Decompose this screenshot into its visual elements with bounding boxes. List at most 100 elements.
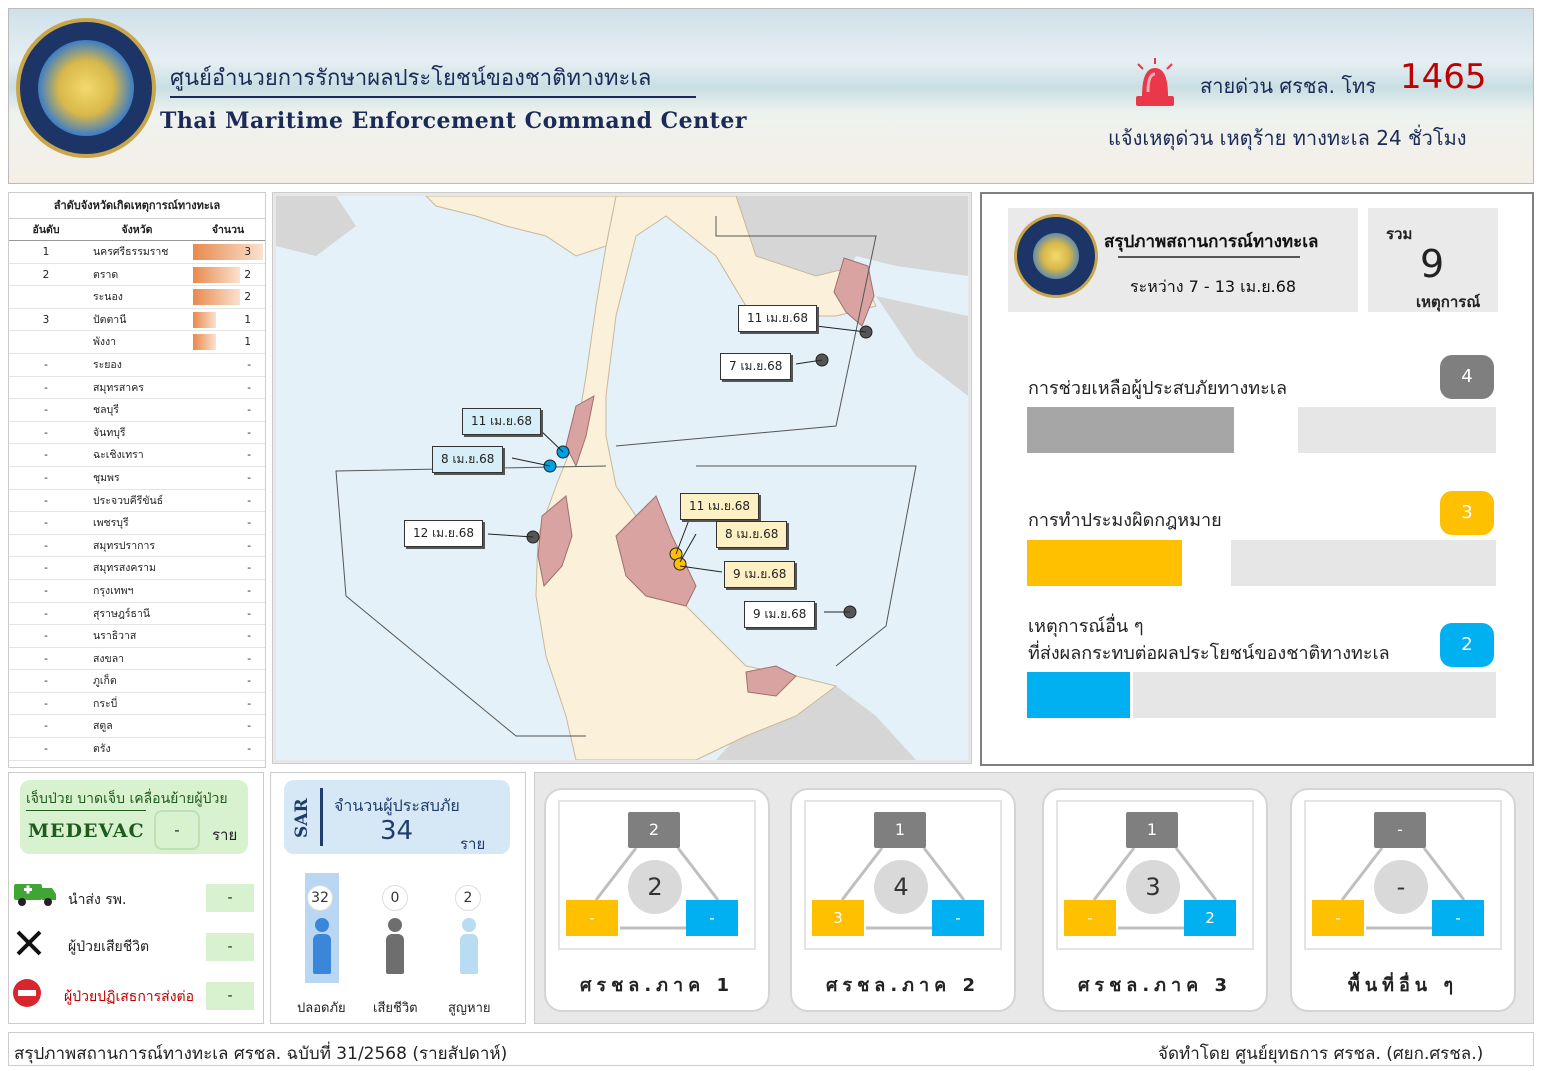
region-card: 1 4 3 - ศรชล.ภาค 2 [790,788,1016,1012]
table-row: - กระบี่ - [9,693,265,716]
count-value: - [247,358,251,371]
count-value: - [247,539,251,552]
cell-rank: 3 [42,313,50,326]
category-count-badge: 4 [1440,355,1494,399]
region-frame [804,800,1002,950]
cell-province: ระนอง [93,291,123,304]
cell-rank [9,331,83,353]
count-value: - [247,404,251,417]
region-total-count: 2 [628,860,682,914]
table-row: พังงา 1 [9,331,265,354]
table-row: - สงขลา - [9,648,265,671]
table-row: - กรุงเทพฯ - [9,580,265,603]
ambulance-icon [14,884,56,906]
count-value: - [247,720,251,733]
table-header: อันดับ จังหวัด จำนวน [9,219,265,241]
incident-marker [673,557,687,571]
cell-rank: - [44,607,48,620]
medevac-row-value: - [206,884,254,912]
summary-title: สรุปภาพสถานการณ์ทางทะเล [1104,232,1319,252]
cell-count: - [191,557,265,579]
person-dead-icon [386,918,404,974]
table-row: - ตรัง - [9,738,265,761]
sar-panel [270,772,526,1024]
neighbor-land [276,196,356,256]
table-row: - ประจวบคีรีขันธ์ - [9,490,265,513]
label-leader [679,533,697,563]
medevac-row-label: ผู้ป่วยเสียชีวิต [68,939,150,955]
cell-province: พังงา [93,336,117,349]
medevac-row-label: นำส่ง รพ. [68,892,127,908]
cell-rank: 2 [42,268,50,281]
region-connectors [594,847,720,930]
count-value: - [247,471,251,484]
category-bar-track [1231,540,1496,586]
cell-province: นราธิวาส [93,630,137,643]
hotline-subtitle: แจ้งเหตุด่วน เหตุร้าย ทางทะเล 24 ชั่วโมง [1108,126,1467,150]
cell-rank: - [44,404,48,417]
footer-bar [8,1032,1534,1066]
region-frame [1304,800,1502,950]
cell-province: กระบี่ [93,697,118,710]
cell-province: นครศรีธรรมราช [93,246,169,258]
region-other-count: - [932,900,984,936]
col-province-header: จังหวัด [121,224,153,236]
no-entry-icon [13,979,41,1007]
map-canvas [276,196,968,760]
cell-rank: - [44,426,48,439]
count-bar [193,334,217,351]
table-row: - ฉะเชิงเทรา - [9,444,265,467]
label-leader [537,427,564,453]
cell-rank: - [44,697,48,710]
table-row: 2 ตราด 2 [9,264,265,287]
count-value: - [247,743,251,756]
province-nakhon-si-thammarat [615,495,697,607]
region-other-count: 2 [1184,900,1236,936]
cell-rank: - [44,517,48,530]
sar-vertical-label: SAR [292,798,312,838]
medevac-unit: ราย [212,826,238,844]
person-safe-icon [313,918,331,974]
hotline-label: สายด่วน ศรชล. โทร [1200,74,1377,98]
page-title-en: Thai Maritime Enforcement Command Center [160,108,747,134]
count-value: - [247,381,251,394]
cell-province: ฉะเชิงเทรา [93,449,144,462]
cell-count: 3 [191,241,265,263]
category-bar-track [1298,407,1496,453]
count-value: 2 [244,291,251,304]
count-value: - [247,426,251,439]
cell-rank: - [44,358,48,371]
col-rank-header: อันดับ [32,224,60,236]
region-other-count: - [1432,900,1484,936]
cell-rank: - [44,630,48,643]
emblem-icon [16,18,156,158]
region-card: - - - - พื้นที่อื่น ๆ [1290,788,1516,1012]
x-mark-icon [16,930,42,956]
table-row: 1 นครศรีธรรมราช 3 [9,241,265,264]
label-leader [679,565,723,573]
cell-count: - [191,399,265,421]
count-bar [193,289,240,306]
cell-province: กรุงเทพฯ [93,584,134,597]
table-row: - สมุทรปราการ - [9,535,265,558]
emblem-icon [1014,214,1098,298]
cell-rank: - [44,720,48,733]
table-row: - สมุทรสาคร - [9,377,265,400]
table-title: ลำดับจังหวัดเกิดเหตุการณ์ทางทะเล [9,193,265,219]
region-card: 1 3- 2 ศรชล.ภาค 3 [1042,788,1268,1012]
total-unit: เหตุการณ์ [1416,293,1481,311]
region-fishing-count: 3 [812,900,864,936]
neighbor-land [876,296,968,396]
cell-count: - [191,467,265,489]
cell-count: - [191,535,265,557]
region-name: ศรชล.ภาค 3 [1078,975,1232,996]
table-row: - สมุทรสงคราม - [9,557,265,580]
region-fishing-count: - [1312,900,1364,936]
medevac-row-value: - [206,933,254,961]
cell-count: 2 [191,286,265,308]
cell-count: - [191,354,265,376]
region-total-count: 3 [1126,860,1180,914]
cell-rank: - [44,652,48,665]
cell-province: สมุทรปราการ [93,539,155,552]
count-bar [193,311,217,328]
